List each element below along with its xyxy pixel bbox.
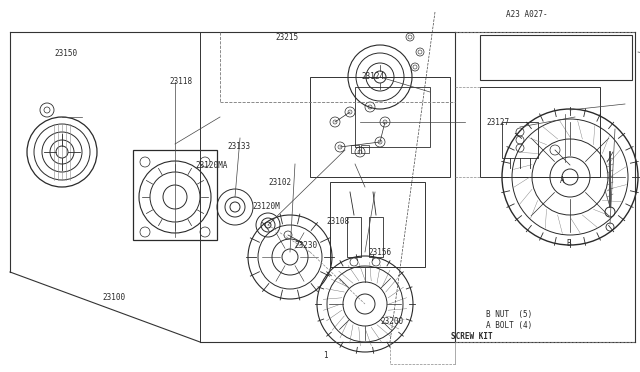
Text: B NUT  (5): B NUT (5) <box>486 310 532 319</box>
Text: B: B <box>566 239 571 248</box>
Bar <box>330 182 425 267</box>
Text: A23 A027-: A23 A027- <box>506 10 547 19</box>
Bar <box>502 122 538 158</box>
Bar <box>310 77 450 177</box>
Text: 23200: 23200 <box>381 317 404 326</box>
Bar <box>351 145 359 153</box>
Text: A BOLT (4): A BOLT (4) <box>486 321 532 330</box>
Bar <box>369 217 383 257</box>
Text: 23108: 23108 <box>326 217 349 226</box>
Text: 1: 1 <box>323 351 328 360</box>
Text: 23102: 23102 <box>269 178 292 187</box>
Text: 23150: 23150 <box>54 49 77 58</box>
Text: 23230: 23230 <box>294 241 317 250</box>
Text: A: A <box>560 176 564 185</box>
Bar <box>133 150 217 240</box>
Bar <box>347 217 361 257</box>
Bar <box>480 35 632 80</box>
Text: 23127: 23127 <box>486 118 509 127</box>
Text: 23156: 23156 <box>368 248 391 257</box>
Bar <box>361 145 369 153</box>
Text: 23100: 23100 <box>102 293 125 302</box>
Text: 23215: 23215 <box>275 33 298 42</box>
Bar <box>480 87 600 177</box>
Bar <box>355 87 430 147</box>
Text: 23120M: 23120M <box>253 202 280 211</box>
Text: SCREW KIT: SCREW KIT <box>451 332 493 341</box>
Text: 23120MA: 23120MA <box>195 161 228 170</box>
Text: 23124: 23124 <box>362 72 385 81</box>
Text: 23118: 23118 <box>170 77 193 86</box>
Text: 23133: 23133 <box>227 142 250 151</box>
